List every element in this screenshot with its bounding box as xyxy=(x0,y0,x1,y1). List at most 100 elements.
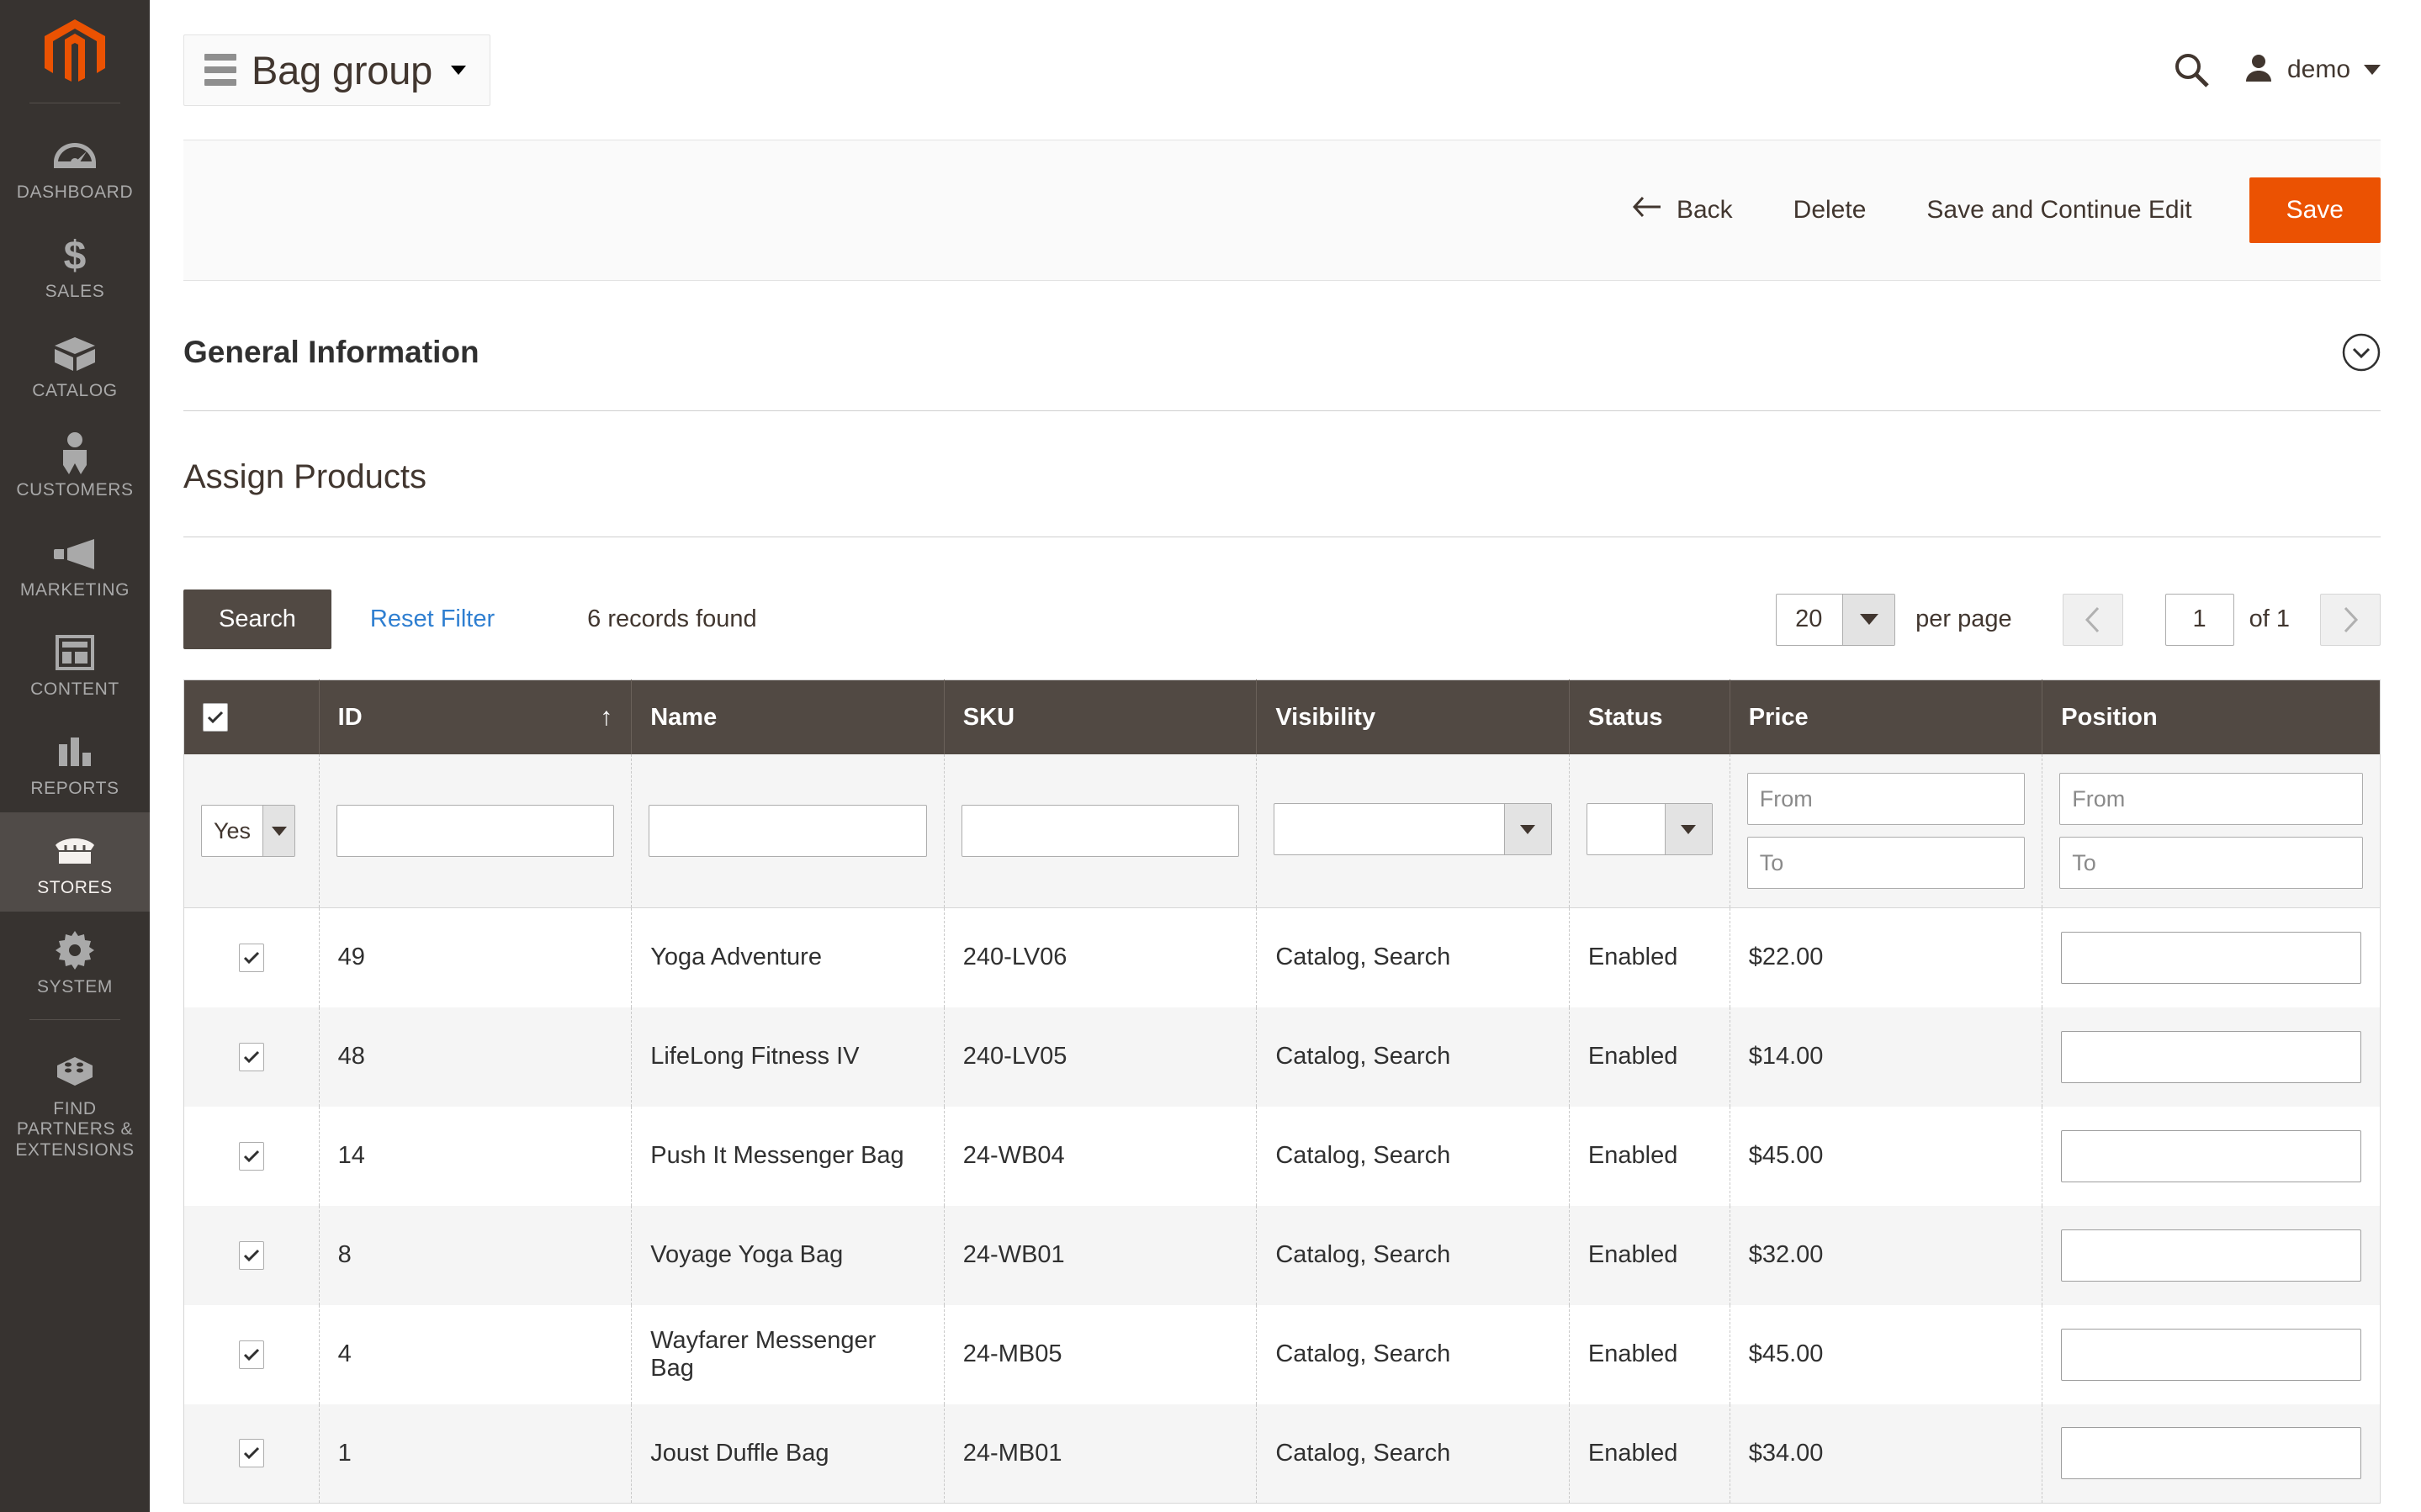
grid-search-button[interactable]: Search xyxy=(183,589,331,649)
sidebar-item-catalog[interactable]: CATALOG xyxy=(0,315,150,415)
table-row[interactable]: 4 Wayfarer Messenger Bag 24-MB05 Catalog… xyxy=(183,1304,2381,1404)
gear-icon xyxy=(56,927,94,974)
filter-id-input[interactable] xyxy=(336,805,615,857)
row-position-input[interactable] xyxy=(2061,1030,2361,1083)
check-icon xyxy=(243,1348,259,1361)
filter-visibility-select[interactable] xyxy=(1274,803,1552,855)
general-information-section-header[interactable]: General Information xyxy=(183,281,2381,411)
grid-col-status[interactable]: Status xyxy=(1569,679,1730,754)
row-id: 1 xyxy=(319,1404,633,1504)
row-status: Enabled xyxy=(1569,1205,1730,1305)
sidebar-item-reports[interactable]: REPORTS xyxy=(0,713,150,812)
filter-status-value xyxy=(1587,804,1665,854)
grid-col-id[interactable]: ID ↑ xyxy=(319,679,633,754)
filter-name-input[interactable] xyxy=(649,805,927,857)
chevron-right-icon xyxy=(2344,606,2359,632)
user-name-label: demo xyxy=(2286,56,2350,83)
row-checkbox-cell xyxy=(183,907,320,1007)
row-visibility: Catalog, Search xyxy=(1256,1404,1570,1504)
save-and-continue-edit-button[interactable]: Save and Continue Edit xyxy=(1896,196,2222,225)
page-of-label: of 1 xyxy=(2249,605,2290,632)
table-row[interactable]: 1 Joust Duffle Bag 24-MB01 Catalog, Sear… xyxy=(183,1404,2381,1504)
grid-header-row: ID ↑ Name SKU Visibility Status Price Po… xyxy=(183,679,2381,754)
row-status: Enabled xyxy=(1569,907,1730,1007)
grid-controls: Search Reset Filter 6 records found 20 p… xyxy=(183,537,2381,679)
svg-text:$: $ xyxy=(64,234,87,276)
table-row[interactable]: 49 Yoga Adventure 240-LV06 Catalog, Sear… xyxy=(183,907,2381,1007)
sidebar-item-dashboard[interactable]: DASHBOARD xyxy=(0,117,150,216)
row-price: $34.00 xyxy=(1730,1404,2043,1504)
dollar-icon: $ xyxy=(61,231,89,278)
row-status: Enabled xyxy=(1569,1106,1730,1206)
user-menu[interactable]: demo xyxy=(2244,53,2381,87)
filter-price-from-input[interactable] xyxy=(1746,773,2026,825)
row-checkbox[interactable] xyxy=(238,943,264,972)
sidebar-item-stores[interactable]: STORES xyxy=(0,812,150,912)
save-button[interactable]: Save xyxy=(2249,177,2381,243)
filter-status-select[interactable] xyxy=(1586,803,1713,855)
filter-cell-checkbox: Yes xyxy=(183,754,320,908)
chevron-down-icon xyxy=(1664,804,1712,854)
reset-filter-link[interactable]: Reset Filter xyxy=(369,605,495,632)
filter-position-from-input[interactable] xyxy=(2059,773,2363,825)
filter-checkbox-select[interactable]: Yes xyxy=(201,805,295,857)
row-position-input[interactable] xyxy=(2061,1427,2361,1480)
row-visibility: Catalog, Search xyxy=(1256,1205,1570,1305)
grid-col-name[interactable]: Name xyxy=(631,679,945,754)
magento-logo-icon[interactable] xyxy=(36,17,114,87)
sidebar-item-sales[interactable]: $ SALES xyxy=(0,216,150,315)
filter-position-to-input[interactable] xyxy=(2059,837,2363,889)
records-found-label: 6 records found xyxy=(587,605,757,632)
sidebar-item-find-partners-extensions[interactable]: FIND PARTNERS & EXTENSIONS xyxy=(0,1034,150,1173)
row-position-input[interactable] xyxy=(2061,1229,2361,1282)
row-position-input[interactable] xyxy=(2061,1328,2361,1381)
row-name: Voyage Yoga Bag xyxy=(631,1205,945,1305)
chevron-down-circle-icon[interactable] xyxy=(2342,333,2381,372)
filter-price-to-input[interactable] xyxy=(1746,837,2026,889)
previous-page-button[interactable] xyxy=(2062,593,2123,646)
grid-col-sku[interactable]: SKU xyxy=(944,679,1258,754)
layout-icon xyxy=(56,629,94,676)
sidebar-item-label: FIND PARTNERS & EXTENSIONS xyxy=(15,1099,135,1160)
grid-col-visibility[interactable]: Visibility xyxy=(1256,679,1570,754)
sidebar-item-label: SYSTEM xyxy=(37,977,113,997)
sidebar-item-marketing[interactable]: MARKETING xyxy=(0,515,150,614)
delete-button[interactable]: Delete xyxy=(1763,196,1897,225)
row-checkbox[interactable] xyxy=(238,1240,264,1270)
table-row[interactable]: 14 Push It Messenger Bag 24-WB04 Catalog… xyxy=(183,1106,2381,1206)
page-switcher[interactable]: Bag group xyxy=(183,34,491,106)
table-row[interactable]: 8 Voyage Yoga Bag 24-WB01 Catalog, Searc… xyxy=(183,1205,2381,1305)
row-position-input[interactable] xyxy=(2061,931,2361,984)
row-checkbox-cell xyxy=(183,1106,320,1206)
grid-col-position[interactable]: Position xyxy=(2042,679,2381,754)
page-number-input[interactable]: 1 xyxy=(2164,593,2234,646)
megaphone-icon xyxy=(52,530,98,577)
grid-col-select-all[interactable] xyxy=(183,679,320,754)
check-icon xyxy=(207,711,224,724)
select-all-checkbox[interactable] xyxy=(203,703,228,732)
row-checkbox[interactable] xyxy=(238,1042,264,1071)
next-page-button[interactable] xyxy=(2320,593,2381,646)
filter-cell-name xyxy=(631,754,945,908)
check-icon xyxy=(243,1447,259,1460)
back-button[interactable]: Back xyxy=(1603,196,1763,225)
row-position-cell xyxy=(2042,1106,2381,1206)
check-icon xyxy=(243,1050,259,1063)
table-row[interactable]: 48 LifeLong Fitness IV 240-LV05 Catalog,… xyxy=(183,1007,2381,1107)
filter-sku-input[interactable] xyxy=(961,805,1240,857)
per-page-select[interactable]: 20 xyxy=(1776,593,1896,646)
row-checkbox[interactable] xyxy=(238,1340,264,1369)
row-sku: 24-WB01 xyxy=(944,1205,1258,1305)
arrow-up-icon: ↑ xyxy=(600,703,613,731)
row-checkbox[interactable] xyxy=(238,1439,264,1468)
row-position-input[interactable] xyxy=(2061,1129,2361,1182)
row-price: $45.00 xyxy=(1730,1106,2043,1206)
sidebar-item-customers[interactable]: CUSTOMERS xyxy=(0,415,150,514)
page-content: General Information Assign Products Sear… xyxy=(150,281,2421,1504)
row-checkbox[interactable] xyxy=(238,1141,264,1171)
row-position-cell xyxy=(2042,1205,2381,1305)
sidebar-item-content[interactable]: CONTENT xyxy=(0,614,150,713)
sidebar-item-system[interactable]: SYSTEM xyxy=(0,912,150,1011)
grid-col-price[interactable]: Price xyxy=(1730,679,2043,754)
search-icon[interactable] xyxy=(2173,51,2210,88)
